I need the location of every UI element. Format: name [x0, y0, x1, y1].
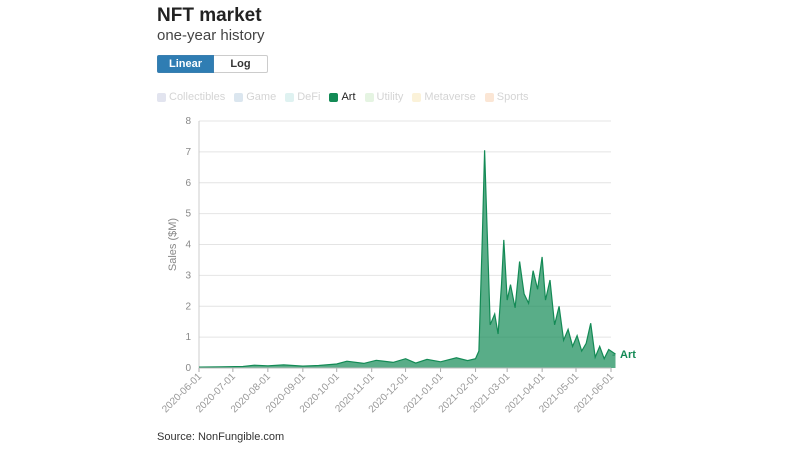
legend-item-metaverse[interactable]: Metaverse	[412, 91, 476, 103]
y-tick-label: 5	[185, 209, 191, 220]
legend-swatch	[412, 92, 422, 102]
y-tick-label: 6	[185, 178, 191, 189]
legend-swatch	[157, 92, 166, 102]
legend-swatch	[364, 92, 374, 102]
legend-label: Collectibles	[169, 91, 226, 103]
legend-label: Art	[341, 91, 356, 103]
legend-swatch	[329, 92, 339, 102]
series-line-art	[198, 150, 616, 368]
source-note: Source: NonFungible.com	[157, 431, 285, 443]
y-tick-label: 8	[185, 116, 191, 127]
legend-swatch	[234, 92, 244, 102]
legend-item-sports[interactable]: Sports	[484, 91, 529, 103]
legend-label: Game	[246, 91, 277, 103]
end-label-dash: -	[612, 350, 615, 361]
legend-label: Sports	[496, 91, 529, 103]
chart-subtitle: one-year history	[157, 27, 265, 44]
y-tick-label: 7	[185, 147, 191, 158]
legend-label: DeFi	[297, 91, 321, 103]
linear-scale-button[interactable]: Linear	[157, 55, 214, 73]
legend-label: Utility	[376, 91, 404, 103]
legend-item-collectibles[interactable]: Collectibles	[157, 91, 225, 103]
legend-swatch	[285, 92, 295, 102]
legend-swatch	[484, 92, 494, 102]
y-tick-label: 2	[185, 301, 191, 312]
scale-toggle: Linear Log	[157, 55, 268, 73]
legend-item-game[interactable]: Game	[234, 91, 276, 103]
legend-label: Metaverse	[424, 91, 476, 103]
y-tick-label: 1	[185, 332, 191, 343]
series-area-art	[199, 150, 616, 368]
legend-item-defi[interactable]: DeFi	[285, 91, 320, 103]
y-tick-label: 3	[185, 270, 191, 281]
chart-legend: Collectibles Game DeFi Art Utility Metaverse S…	[157, 91, 529, 103]
y-tick-label: 0	[185, 363, 191, 374]
y-axis-title: Sales ($M)	[167, 218, 179, 271]
legend-item-utility[interactable]: Utility	[364, 91, 404, 103]
legend-item-art[interactable]: Art	[329, 91, 356, 103]
y-tick-label: 4	[185, 240, 191, 251]
chart-title: NFT market	[157, 5, 262, 26]
log-scale-button[interactable]: Log	[214, 55, 268, 73]
series-end-label: Art	[620, 349, 636, 361]
